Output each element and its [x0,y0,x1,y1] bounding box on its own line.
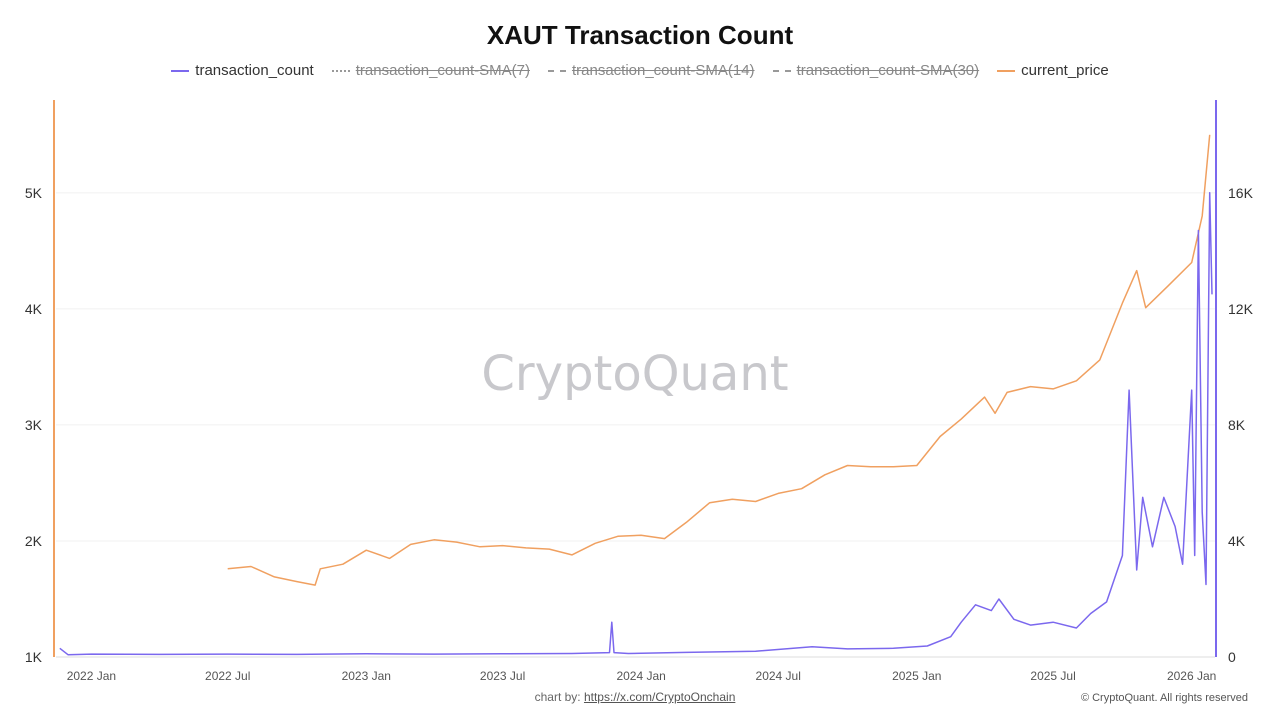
legend-label: transaction_count-SMA(14) [571,62,755,79]
right-tick-label: 4K [1228,533,1246,549]
x-tick-label: 2022 Jul [205,669,250,683]
right-tick-label: 8K [1228,417,1246,433]
left-tick-label: 1K [25,649,43,665]
x-tick-label: 2022 Jan [67,669,116,683]
x-tick-label: 2024 Jan [616,669,665,683]
legend-item-current-price[interactable]: current_price [997,62,1109,79]
right-tick-label: 0 [1228,649,1236,665]
copyright-text: © CryptoQuant. All rights reserved [1080,692,1248,704]
legend-swatch [171,69,190,72]
left-tick-label: 3K [25,417,43,433]
legend-swatch [772,69,791,72]
x-tick-label: 2025 Jul [1030,669,1075,683]
x-tick-label: 2026 Jan [1167,669,1216,683]
legend-item-transaction-count-sma-7-[interactable]: transaction_count-SMA(7) [331,62,530,79]
watermark: CryptoQuant [481,346,788,402]
x-tick-label: 2024 Jul [756,669,801,683]
x-tick-label: 2023 Jul [480,669,525,683]
legend-item-transaction-count-sma-14-[interactable]: transaction_count-SMA(14) [547,62,755,79]
x-tick-label: 2023 Jan [342,669,391,683]
right-tick-label: 16K [1228,185,1254,201]
legend-label: current_price [1021,62,1109,79]
right-tick-label: 12K [1228,301,1254,317]
legend-label: transaction_count-SMA(7) [355,62,530,79]
legend-swatch [547,69,566,72]
credit-link[interactable]: https://x.com/CryptoOnchain [583,690,736,704]
legend-label: transaction_count-SMA(30) [796,62,980,79]
left-tick-label: 2K [25,533,43,549]
grid-layer [56,192,1215,658]
x-tick-label: 2025 Jan [892,669,941,683]
left-tick-label: 4K [25,301,43,317]
series-line-current-price [227,134,1211,586]
legend-swatch [331,69,350,72]
legend-label: transaction_count [195,62,314,79]
axis-layer: 1K 2K 3K 4K 5K 0 4K 8K 12K 16K 2022 Jan 2022 Jul 202… [25,100,1254,683]
legend: transaction_count transaction_count-SMA(7… [0,62,1280,79]
legend-item-transaction-count[interactable]: transaction_count [171,62,314,79]
legend-swatch [997,69,1016,72]
left-tick-label: 5K [25,185,43,201]
chart-credit: chart by: https://x.com/CryptoOnchain [0,690,1270,704]
series-layer [59,134,1213,656]
credit-prefix: chart by: [534,690,584,704]
legend-item-transaction-count-sma-30-[interactable]: transaction_count-SMA(30) [772,62,980,79]
chart-title: XAUT Transaction Count [486,20,794,50]
series-line-transaction-count [59,192,1213,656]
